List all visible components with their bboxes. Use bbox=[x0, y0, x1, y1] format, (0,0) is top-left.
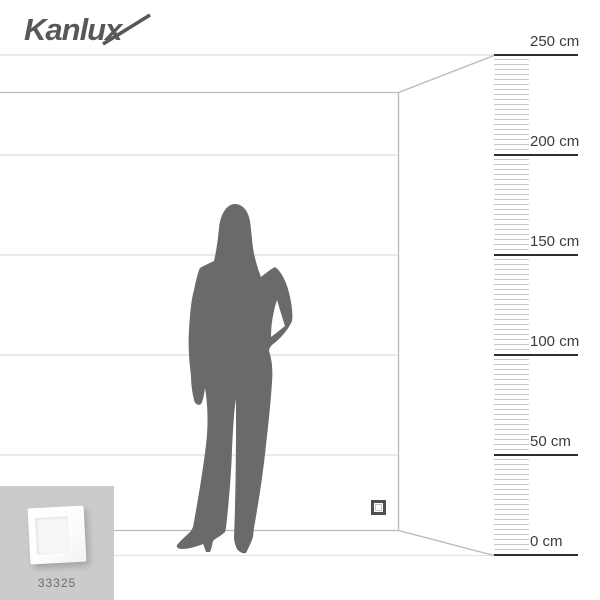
product-photo-recess bbox=[35, 516, 70, 556]
kanlux-logo: Kanlux bbox=[24, 12, 151, 47]
product-photo bbox=[27, 505, 87, 565]
product-thumbnail-box: 33325 bbox=[0, 486, 114, 600]
wall-product-marker-inner-frame bbox=[375, 504, 382, 511]
wall-product-marker-icon bbox=[371, 500, 386, 515]
perspective-bottom-diagonal bbox=[398, 529, 495, 557]
logo-x-slash bbox=[102, 13, 151, 46]
perspective-top-diagonal bbox=[398, 54, 495, 94]
female-silhouette bbox=[176, 204, 293, 554]
product-code: 33325 bbox=[37, 576, 77, 590]
